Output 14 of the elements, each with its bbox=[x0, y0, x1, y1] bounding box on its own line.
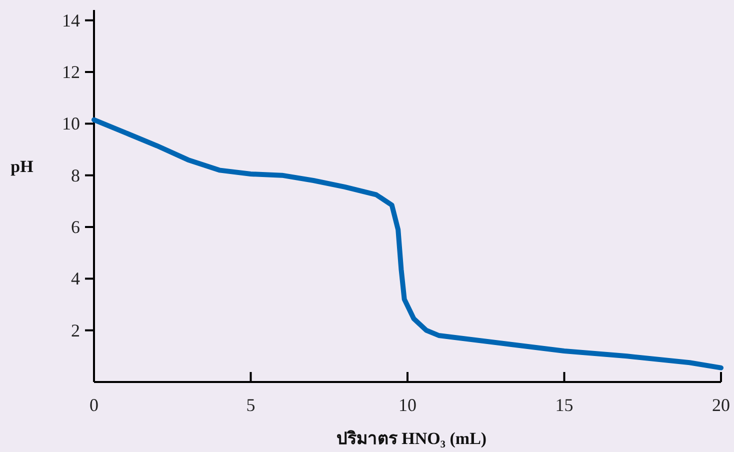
x-tick-label: 15 bbox=[555, 395, 574, 415]
y-axis-title: pH bbox=[10, 157, 34, 176]
y-tick-label: 2 bbox=[71, 320, 80, 340]
y-tick-label: 14 bbox=[62, 10, 80, 30]
y-tick-label: 12 bbox=[62, 62, 80, 82]
y-tick-label: 8 bbox=[71, 165, 80, 186]
y-tick-label: 4 bbox=[71, 268, 80, 289]
x-tick-label: 0 bbox=[90, 395, 98, 415]
x-axis-title: ปริมาตร HNO₃ (mL) bbox=[336, 429, 487, 448]
y-tick-label: 10 bbox=[62, 114, 80, 134]
y-tick-label: 6 bbox=[71, 217, 80, 237]
x-tick-label: 10 bbox=[398, 395, 416, 415]
x-tick-label: 20 bbox=[712, 395, 730, 415]
x-tick-label: 5 bbox=[246, 395, 256, 415]
